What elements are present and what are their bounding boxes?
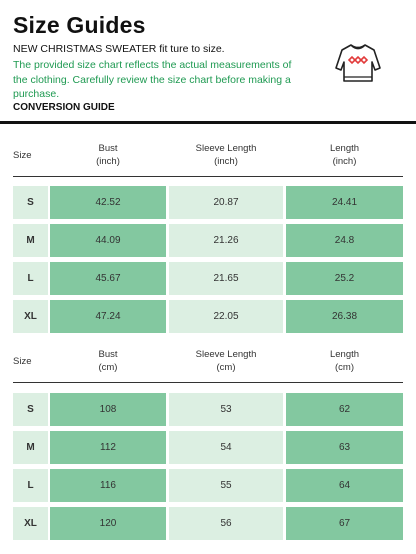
cm-header-0: Size	[13, 355, 32, 367]
inch-cell-sleeve: 20.87	[169, 186, 283, 219]
inch-cell-size: L	[13, 262, 48, 295]
inch-cell-length: 24.8	[286, 224, 403, 257]
cm-table-row: L 116 55 64	[13, 469, 403, 502]
inch-table-row: M 44.09 21.26 24.8	[13, 224, 403, 257]
inch-header-rule	[13, 176, 403, 177]
cm-cell-bust: 116	[50, 469, 166, 502]
header-divider	[0, 121, 416, 124]
cm-cell-bust: 112	[50, 431, 166, 464]
cm-cell-sleeve: 54	[169, 431, 283, 464]
cm-header-1: Bust (cm)	[98, 349, 118, 373]
inch-table-row: XL 47.24 22.05 26.38	[13, 300, 403, 333]
cm-table-row: S 108 53 62	[13, 393, 403, 426]
cm-table-row: M 112 54 63	[13, 431, 403, 464]
cm-cell-length: 67	[286, 507, 403, 540]
cm-header-3: Length (cm)	[329, 349, 360, 373]
size-chart-note: The provided size chart reflects the act…	[13, 59, 292, 100]
inch-table-header: Size Bust (inch) Sleeve Length (inch) Lengt…	[13, 134, 403, 176]
inch-header-1: Bust (inch)	[96, 143, 120, 167]
inch-cell-length: 25.2	[286, 262, 403, 295]
cm-table-row: XL 120 56 67	[13, 507, 403, 540]
cm-cell-size: XL	[13, 507, 48, 540]
cm-cell-bust: 120	[50, 507, 166, 540]
inch-header-0: Size	[13, 149, 32, 161]
cm-cell-bust: 108	[50, 393, 166, 426]
cm-table-header: Size Bust (cm) Sleeve Length (cm) Length (c…	[13, 340, 403, 382]
cm-cell-sleeve: 55	[169, 469, 283, 502]
cm-cell-sleeve: 56	[169, 507, 283, 540]
cm-cell-length: 62	[286, 393, 403, 426]
inch-table-row: S 42.52 20.87 24.41	[13, 186, 403, 219]
inch-cell-size: M	[13, 224, 48, 257]
inch-cell-length: 24.41	[286, 186, 403, 219]
page-title: Size Guides	[13, 12, 146, 38]
inch-cell-bust: 44.09	[50, 224, 166, 257]
product-subtitle: NEW CHRISTMAS SWEATER fit ture to size.	[13, 43, 225, 55]
inch-cell-sleeve: 22.05	[169, 300, 283, 333]
cm-cell-size: S	[13, 393, 48, 426]
inch-cell-length: 26.38	[286, 300, 403, 333]
inch-cell-size: S	[13, 186, 48, 219]
conversion-guide-label: CONVERSION GUIDE	[13, 102, 115, 113]
inch-cell-size: XL	[13, 300, 48, 333]
inch-cell-bust: 47.24	[50, 300, 166, 333]
inch-cell-sleeve: 21.26	[169, 224, 283, 257]
inch-cell-sleeve: 21.65	[169, 262, 283, 295]
inch-header-2: Sleeve Length (inch)	[195, 143, 257, 167]
inch-header-3: Length (inch)	[329, 143, 360, 167]
cm-header-rule	[13, 382, 403, 383]
sweater-icon	[335, 44, 381, 82]
cm-cell-size: L	[13, 469, 48, 502]
cm-cell-length: 64	[286, 469, 403, 502]
inch-cell-bust: 45.67	[50, 262, 166, 295]
cm-cell-sleeve: 53	[169, 393, 283, 426]
cm-header-2: Sleeve Length (cm)	[195, 349, 257, 373]
cm-cell-length: 63	[286, 431, 403, 464]
inch-cell-bust: 42.52	[50, 186, 166, 219]
inch-table-row: L 45.67 21.65 25.2	[13, 262, 403, 295]
cm-cell-size: M	[13, 431, 48, 464]
